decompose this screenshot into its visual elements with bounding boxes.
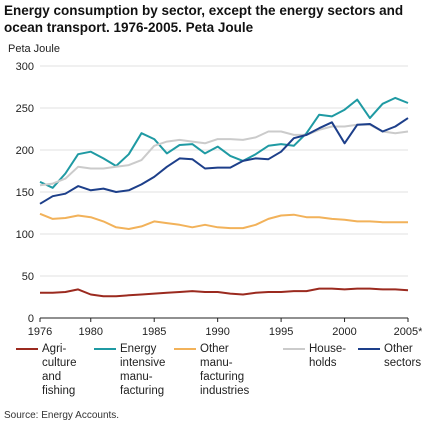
y-tick-label: 250 <box>16 103 34 115</box>
x-tick-label: 1995 <box>269 326 293 338</box>
y-axis-label: Peta Joule <box>8 43 60 55</box>
y-tick-label: 150 <box>16 187 34 199</box>
y-tick-label: 100 <box>16 229 34 241</box>
legend-label: Other manu- facturing industries <box>200 343 250 397</box>
chart-title: Energy consumption by sector, except the… <box>4 3 404 35</box>
legend-swatch <box>16 348 38 350</box>
series-line <box>40 287 409 298</box>
x-tick-label: 2005* <box>394 326 422 338</box>
y-tick-label: 50 <box>22 271 34 283</box>
series-line <box>39 212 408 230</box>
source-note: Source: Energy Accounts. <box>4 410 120 421</box>
gridlines <box>40 65 408 319</box>
legend-swatch <box>358 348 380 350</box>
series-line <box>39 96 409 189</box>
y-tick-label: 300 <box>16 61 34 73</box>
series-line <box>39 123 409 187</box>
legend-label: Other sectors <box>384 343 422 369</box>
x-tick-label: 1976 <box>28 326 52 338</box>
legend-swatch <box>94 348 116 350</box>
series-line <box>39 117 409 205</box>
x-tick-label: 2000 <box>332 326 356 338</box>
legend-swatch <box>283 348 305 350</box>
y-tick-label: 200 <box>16 145 34 157</box>
series-lines <box>39 96 409 298</box>
legend-label: Agri- culture and fishing <box>42 343 77 397</box>
x-tick-label: 1980 <box>79 326 103 338</box>
legend-swatch <box>174 348 196 350</box>
x-tick-label: 1985 <box>142 326 166 338</box>
y-tick-label: 0 <box>28 313 34 325</box>
legend: Agri- culture and fishing Energy intensiv… <box>0 342 422 404</box>
legend-label: House- holds <box>309 343 347 369</box>
y-tick-labels: 0 50 100 150 200 250 300 <box>16 61 34 325</box>
x-tick-label: 1990 <box>205 326 229 338</box>
x-tick-labels: 1976 1980 1985 1990 1995 2000 2005* <box>28 318 422 338</box>
legend-label: Energy intensive manu- facturing <box>120 343 166 397</box>
